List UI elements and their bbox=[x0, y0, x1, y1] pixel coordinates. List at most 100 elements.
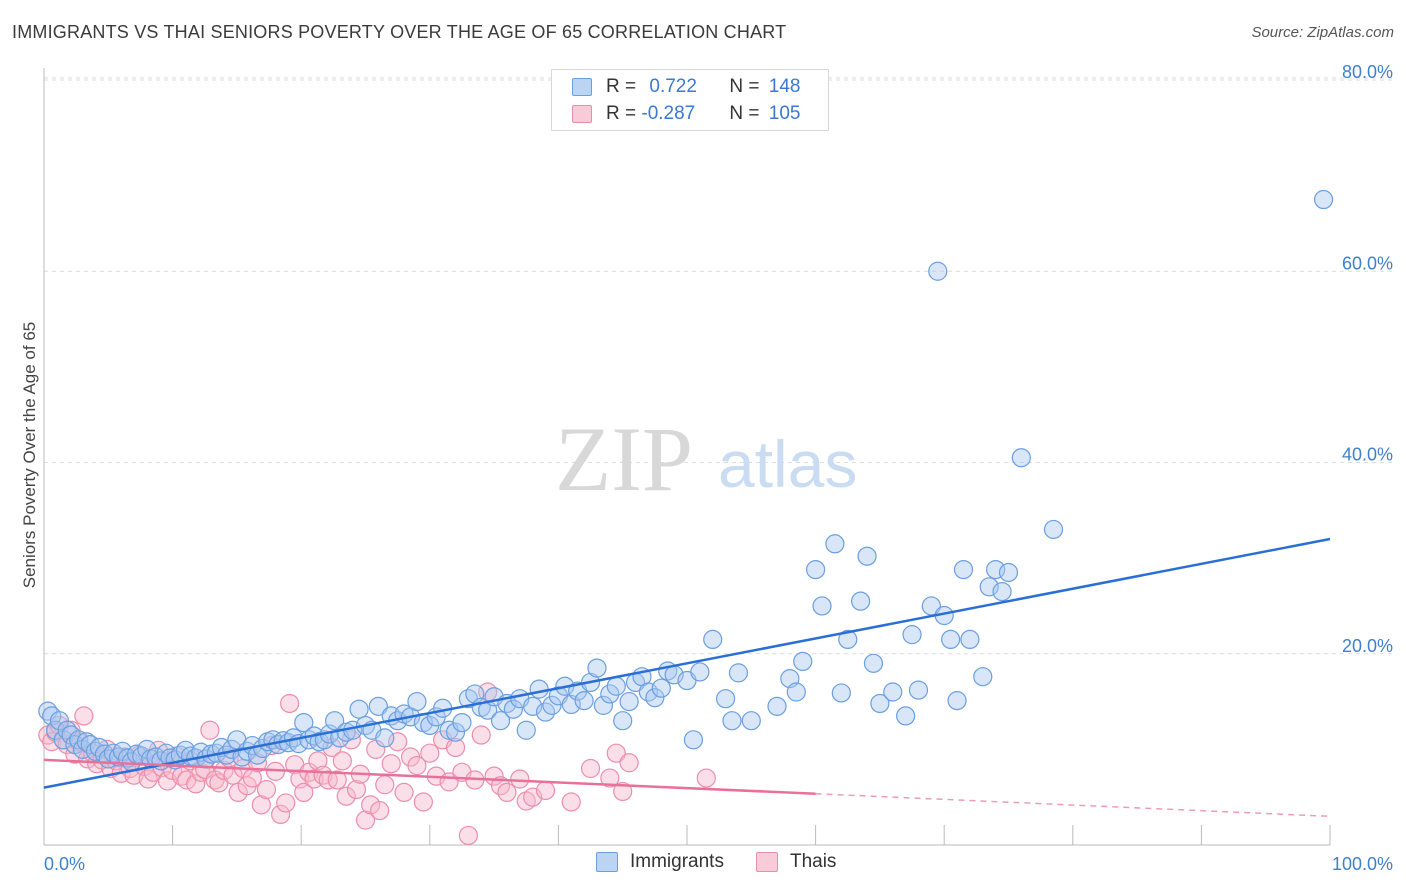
thais-point bbox=[200, 720, 220, 740]
immigrants-point bbox=[587, 658, 607, 678]
watermark-zip: ZIP bbox=[555, 408, 693, 510]
immigrants-point bbox=[908, 680, 929, 700]
immigrants-point bbox=[651, 678, 671, 698]
immigrants-point bbox=[529, 679, 549, 699]
immigrants-point bbox=[375, 728, 395, 748]
r-label: R = bbox=[606, 103, 642, 124]
immigrants-point bbox=[407, 691, 427, 712]
thais-point bbox=[497, 782, 517, 803]
thais-point bbox=[600, 768, 620, 788]
immigrants-point bbox=[69, 730, 89, 750]
immigrants-point bbox=[715, 689, 736, 709]
y-tick-label: 40.0% bbox=[1342, 445, 1393, 465]
thais-point bbox=[471, 725, 491, 745]
immigrants-point bbox=[896, 706, 916, 726]
r-value: -0.287 bbox=[641, 103, 696, 124]
watermark-atlas: atlas bbox=[718, 427, 857, 501]
thais-point bbox=[613, 781, 633, 802]
immigrants-point bbox=[857, 546, 877, 566]
immigrants-point bbox=[793, 651, 813, 672]
immigrants-point bbox=[831, 683, 851, 703]
immigrants-point bbox=[703, 629, 723, 650]
thais-point bbox=[445, 737, 466, 758]
immigrants-point bbox=[452, 712, 472, 733]
thais-point bbox=[332, 751, 352, 771]
immigrants-point bbox=[825, 534, 845, 554]
thais-point bbox=[407, 756, 427, 776]
n-label: N = bbox=[729, 103, 765, 124]
immigrants-point bbox=[294, 712, 314, 733]
thais-point bbox=[294, 782, 314, 803]
immigrants-point bbox=[928, 261, 948, 281]
chart-title: IMMIGRANTS VS THAI SENIORS POVERTY OVER … bbox=[12, 22, 787, 42]
thais-point bbox=[308, 751, 328, 771]
thais-point bbox=[327, 770, 347, 790]
tick-labels: 20.0% 40.0% 60.0% 80.0% 0.0% 100.0% bbox=[44, 62, 1393, 874]
immigrants-point bbox=[593, 695, 614, 715]
thais-point bbox=[271, 804, 291, 825]
thais-point bbox=[606, 743, 626, 763]
immigrants-point bbox=[960, 629, 980, 650]
immigrants-point bbox=[574, 691, 594, 711]
thais-point bbox=[561, 792, 581, 812]
thais-point bbox=[157, 771, 178, 791]
thais-point bbox=[413, 792, 433, 812]
source-label: Source: ZipAtlas.com bbox=[1251, 24, 1394, 41]
thais-point bbox=[619, 753, 639, 773]
thais-point bbox=[696, 768, 716, 788]
immigrants-point bbox=[1011, 448, 1031, 468]
y-tick-label: 20.0% bbox=[1342, 636, 1393, 656]
immigrants-point bbox=[805, 559, 826, 580]
thais-point bbox=[223, 765, 243, 785]
thais-point bbox=[458, 825, 478, 846]
immigrants-point bbox=[728, 663, 749, 683]
axes bbox=[43, 68, 1331, 846]
x-tick-label: 0.0% bbox=[44, 854, 85, 874]
immigrants-point bbox=[838, 629, 858, 650]
immigrants-point bbox=[503, 699, 523, 719]
legend-row-thais: R = -0.287 N = 105 bbox=[572, 101, 800, 127]
immigrants-point bbox=[1313, 189, 1334, 210]
thais-trend-line-projection bbox=[815, 792, 1331, 818]
immigrants-point bbox=[941, 629, 961, 650]
immigrants-point bbox=[863, 653, 884, 673]
thais-point bbox=[346, 779, 367, 800]
thais-point bbox=[580, 758, 601, 779]
immigrants-trend-line bbox=[43, 537, 1331, 789]
immigrants-point bbox=[722, 711, 742, 731]
immigrants-point bbox=[973, 667, 993, 687]
series-legend: Immigrants Thais bbox=[596, 851, 836, 873]
immigrants-point bbox=[953, 559, 974, 580]
immigrants-point bbox=[445, 722, 466, 742]
watermark: ZIP atlas bbox=[555, 408, 857, 510]
thais-point bbox=[280, 693, 300, 714]
thais-point bbox=[251, 795, 271, 815]
n-value: 105 bbox=[768, 103, 801, 124]
immigrants-legend-swatch bbox=[596, 852, 618, 872]
thais-point bbox=[381, 754, 401, 774]
immigrants-point bbox=[947, 691, 967, 711]
immigrants-point bbox=[767, 696, 787, 716]
immigrants-point bbox=[690, 662, 710, 682]
immigrants-point bbox=[683, 730, 704, 750]
immigrants-point bbox=[741, 711, 761, 731]
thais-point bbox=[74, 706, 94, 726]
thais-point bbox=[388, 732, 408, 752]
immigrants-point bbox=[851, 591, 871, 611]
correlation-legend: R = 0.722 N = 148 R = -0.287 N = 105 bbox=[551, 69, 829, 131]
immigrants-point bbox=[368, 696, 388, 716]
thais-point bbox=[535, 780, 556, 801]
immigrants-point bbox=[979, 577, 999, 597]
thais-trend-line bbox=[43, 758, 816, 795]
x-tick-label: 100.0% bbox=[1332, 854, 1393, 874]
immigrants-point bbox=[606, 676, 626, 696]
immigrants-swatch bbox=[572, 78, 592, 96]
immigrants-legend-label: Immigrants bbox=[630, 851, 724, 872]
thais-point bbox=[214, 760, 234, 781]
immigrants-point bbox=[613, 711, 633, 731]
legend-row-immigrants: R = 0.722 N = 148 bbox=[572, 74, 800, 100]
immigrants-point bbox=[349, 699, 369, 719]
immigrants-point bbox=[490, 711, 511, 731]
immigrants-point bbox=[516, 720, 536, 740]
